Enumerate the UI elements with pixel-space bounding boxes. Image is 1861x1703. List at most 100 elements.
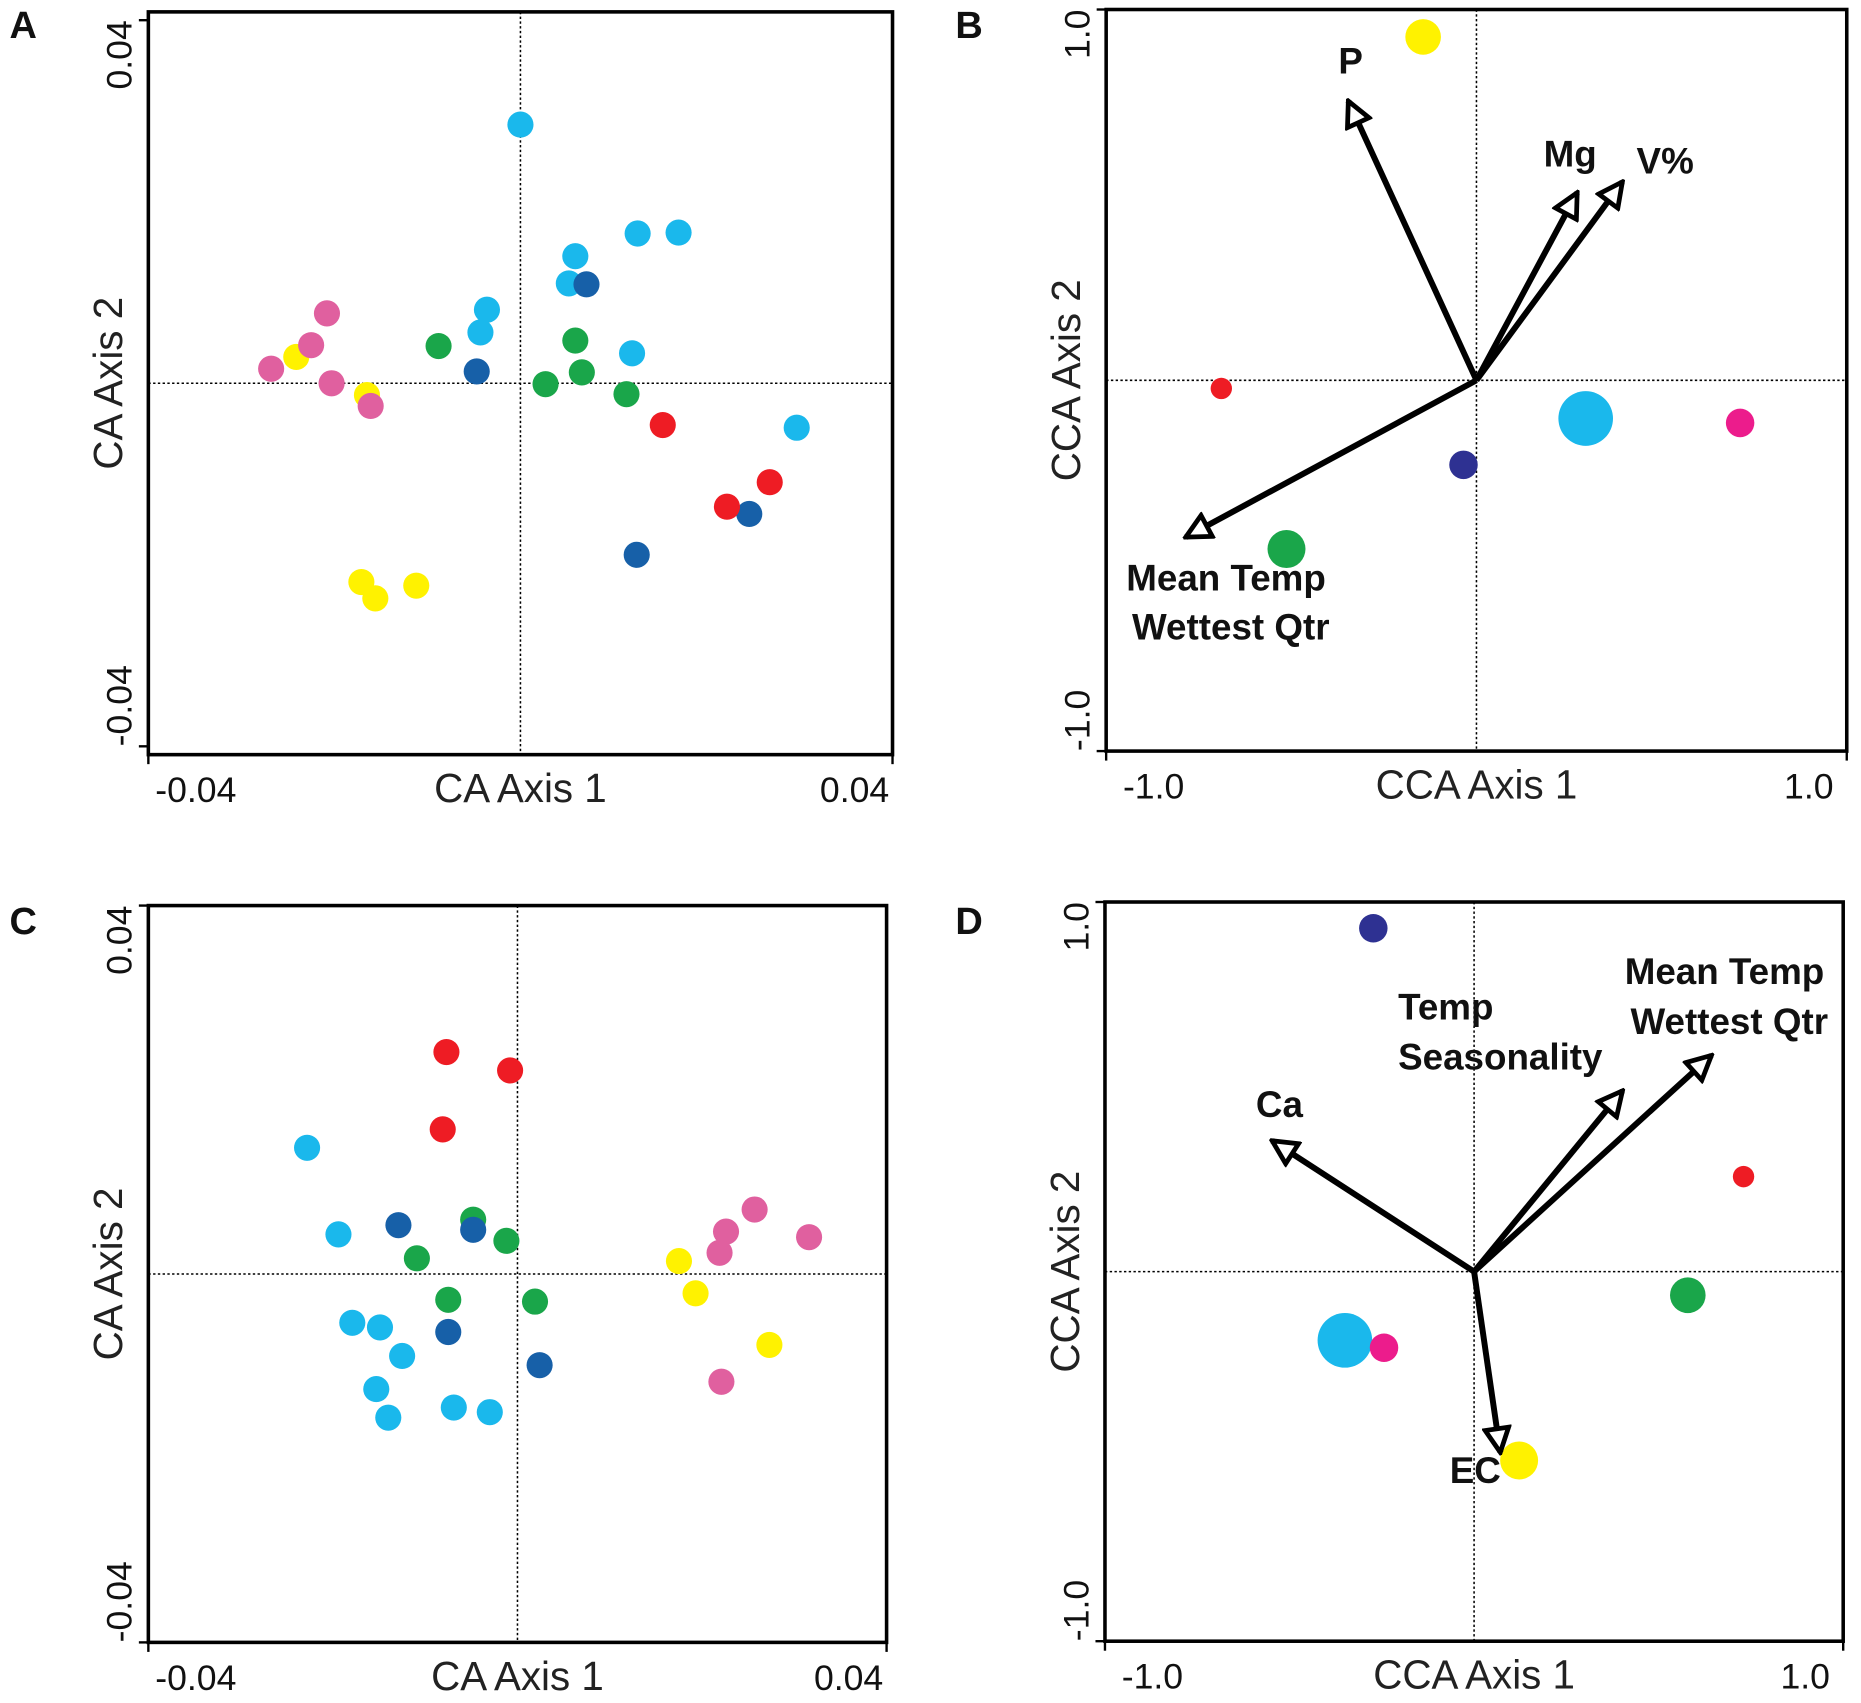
vector-label: P: [1338, 41, 1363, 82]
point: [313, 300, 341, 327]
point: [562, 243, 589, 270]
point: [476, 1399, 503, 1426]
point: [526, 1352, 553, 1379]
y-tick-label: -1.0: [1056, 1580, 1096, 1641]
vector-arrow: [1272, 1141, 1476, 1275]
point: [665, 219, 692, 246]
point: [736, 500, 763, 528]
point: [1732, 1165, 1755, 1188]
x-tick-label: 0.04: [820, 770, 889, 810]
vector-label: Wettest Qtr: [1132, 606, 1330, 647]
point: [366, 1314, 394, 1341]
vector-label: Wettest Qtr: [1631, 1001, 1829, 1042]
vector-arrow: [1472, 1055, 1711, 1274]
point: [318, 370, 345, 397]
point: [507, 111, 534, 138]
point: [1369, 1333, 1399, 1363]
point: [624, 220, 651, 247]
point: [1210, 377, 1233, 400]
vector-label: EC: [1450, 1450, 1501, 1491]
y-tick-label: 0.04: [100, 20, 140, 89]
point: [294, 1134, 321, 1161]
point: [325, 1221, 352, 1248]
point: [497, 1057, 524, 1084]
point: [463, 358, 490, 385]
point: [403, 572, 430, 599]
y-tick-label: -0.04: [100, 665, 140, 746]
point: [682, 1280, 709, 1307]
point: [1267, 529, 1306, 569]
point: [473, 296, 501, 323]
point: [623, 541, 650, 568]
vector-label: Mean Temp: [1126, 558, 1326, 599]
y-tick-label: -1.0: [1058, 690, 1098, 751]
point: [1558, 391, 1613, 446]
y-tick-label: 0.04: [100, 906, 140, 975]
x-tick-label: 0.04: [814, 1658, 883, 1698]
point: [429, 1116, 456, 1143]
point: [425, 332, 452, 360]
vector-arrow: [1186, 377, 1478, 540]
point: [756, 1331, 783, 1358]
vector-arrow: [1471, 1091, 1622, 1274]
point: [403, 1245, 430, 1272]
y-tick-label: 1.0: [1056, 902, 1096, 952]
point: [649, 411, 676, 439]
x-axis-title: CCA Axis 1: [1373, 1652, 1575, 1698]
point: [706, 1239, 733, 1266]
x-tick-label: -1.0: [1123, 767, 1184, 807]
point: [1669, 1277, 1706, 1314]
vector-label: Mean Temp: [1625, 951, 1825, 992]
panel-letter: B: [955, 5, 982, 47]
point: [258, 355, 285, 382]
point: [741, 1196, 768, 1223]
point: [1500, 1441, 1539, 1480]
point: [1449, 450, 1478, 480]
point: [375, 1404, 402, 1431]
point: [385, 1212, 412, 1239]
point: [665, 1248, 693, 1275]
y-tick-label: 1.0: [1058, 10, 1098, 60]
x-axis-title: CA Axis 1: [431, 1653, 604, 1699]
vector-label: Seasonality: [1398, 1037, 1603, 1078]
panel-letter: C: [9, 901, 36, 943]
panel-letter: A: [9, 5, 36, 47]
point: [796, 1224, 823, 1251]
y-axis-title: CCA Axis 2: [1042, 1171, 1088, 1373]
point: [298, 332, 325, 359]
x-tick-label: 1.0: [1784, 767, 1833, 807]
point: [521, 1288, 549, 1315]
vector-arrow: [1474, 182, 1622, 383]
point: [357, 392, 384, 420]
point: [440, 1394, 467, 1421]
x-tick-label: -1.0: [1122, 1657, 1183, 1697]
point: [532, 371, 559, 398]
x-axis-title: CA Axis 1: [434, 765, 607, 811]
x-axis-title: CCA Axis 1: [1376, 762, 1578, 808]
point: [713, 493, 740, 520]
point: [493, 1227, 520, 1254]
point: [1405, 19, 1441, 55]
point: [708, 1368, 735, 1395]
point: [435, 1286, 462, 1313]
point: [613, 381, 640, 408]
y-axis-title: CCA Axis 2: [1043, 279, 1089, 481]
panel-letter: D: [955, 901, 982, 943]
point: [363, 1376, 390, 1403]
point: [1725, 408, 1755, 438]
point: [573, 271, 600, 298]
vector-label: Ca: [1256, 1084, 1304, 1125]
y-tick-label: -0.04: [100, 1561, 140, 1642]
vector-arrow: [1348, 101, 1480, 382]
point: [1359, 913, 1388, 943]
point: [339, 1309, 366, 1336]
point: [712, 1218, 740, 1245]
x-tick-label: -0.04: [155, 770, 236, 810]
point: [756, 469, 783, 496]
point: [568, 359, 595, 386]
point: [1317, 1313, 1373, 1368]
vector-arrow: [1473, 193, 1580, 382]
point: [783, 414, 810, 441]
